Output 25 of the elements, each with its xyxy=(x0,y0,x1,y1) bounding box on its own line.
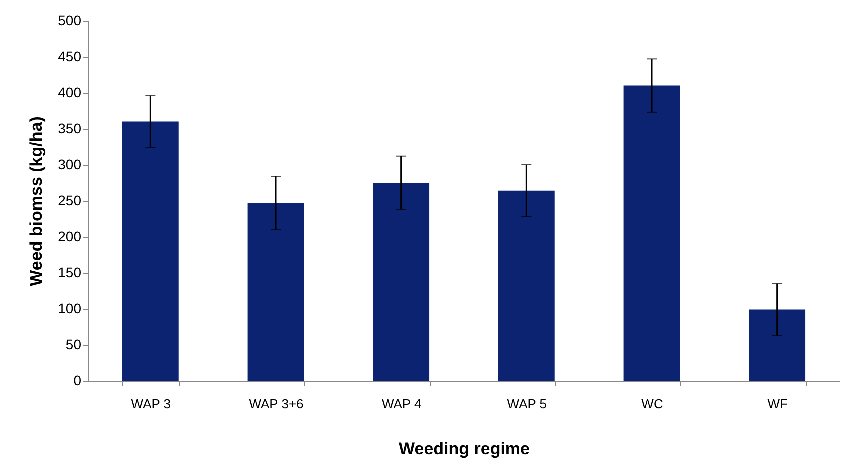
x-tick-label: WAP 5 xyxy=(507,396,548,412)
y-tick-label: 150 xyxy=(58,264,82,280)
y-tick-label: 450 xyxy=(58,48,82,64)
y-tick-label: 200 xyxy=(58,228,82,244)
x-tick-label: WC xyxy=(642,396,664,412)
y-tick-label: 300 xyxy=(58,156,82,172)
bar xyxy=(248,203,304,381)
bar xyxy=(498,190,555,381)
y-tick-label: 0 xyxy=(74,372,82,388)
bar xyxy=(122,122,179,381)
y-tick-label: 250 xyxy=(58,192,82,208)
y-tick-label: 500 xyxy=(58,12,82,28)
bar xyxy=(624,86,680,381)
y-tick-label: 100 xyxy=(58,300,82,316)
x-axis-title: Weeding regime xyxy=(399,440,530,458)
y-axis-title: Weed biomss (kg/ha) xyxy=(27,116,46,286)
x-tick-label: WAP 3+6 xyxy=(249,396,304,412)
bar xyxy=(749,310,806,381)
y-tick-label: 350 xyxy=(58,120,82,136)
x-tick-label: WAP 4 xyxy=(382,396,422,412)
y-tick-label: 400 xyxy=(58,84,82,100)
y-tick-label: 50 xyxy=(66,336,82,352)
x-tick-label: WAP 3 xyxy=(131,396,172,412)
x-tick-label: WF xyxy=(768,396,788,412)
bar xyxy=(373,183,430,381)
